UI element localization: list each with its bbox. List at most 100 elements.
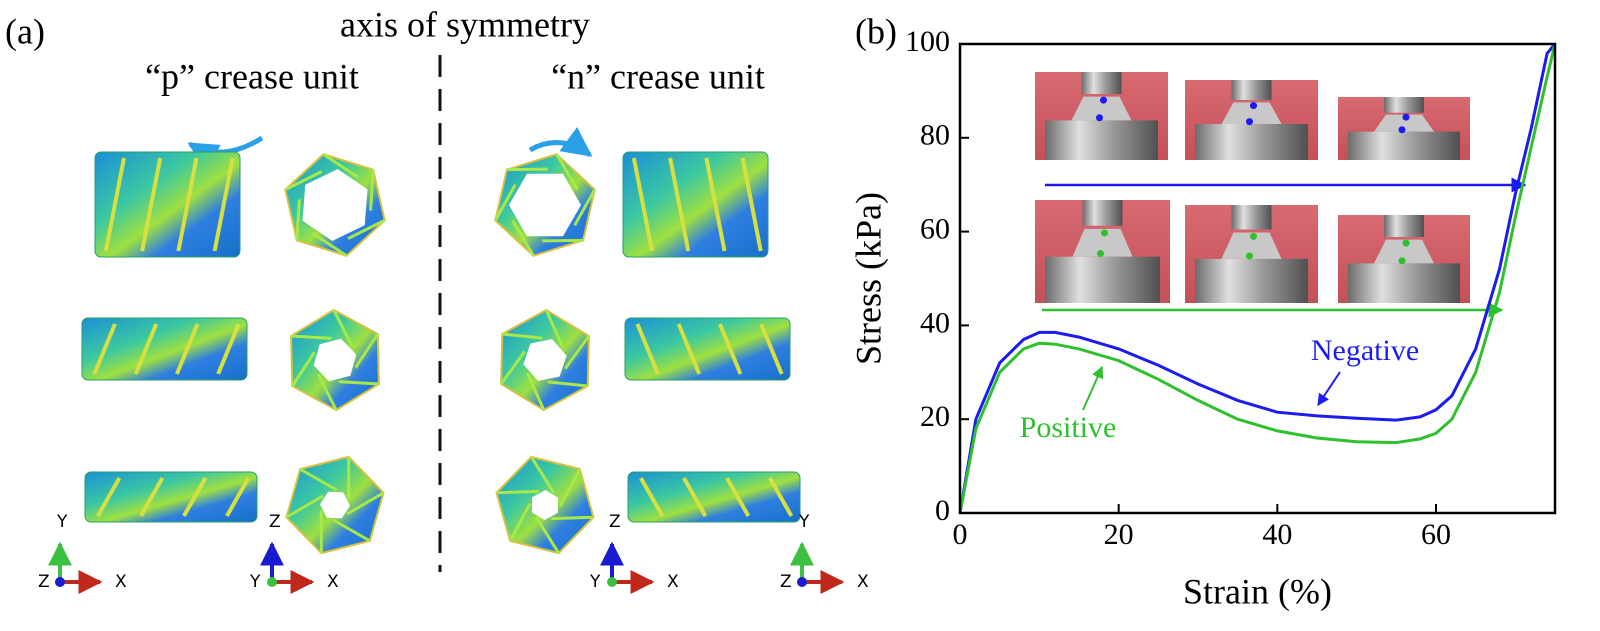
fea-crease (299, 467, 338, 492)
fea-crease (506, 167, 548, 172)
fea-crease (182, 477, 208, 517)
photo-sample (1221, 232, 1282, 259)
n-heading: “n” crease unit (551, 56, 765, 96)
fea-crease (725, 477, 751, 517)
marker-dot (1246, 118, 1253, 126)
fea-crease (704, 157, 727, 252)
fea-crease (573, 188, 596, 227)
y-tick-label: 80 (920, 119, 950, 152)
marker-dot (1246, 252, 1253, 260)
fea-crease (176, 157, 199, 252)
fea-crease (285, 494, 324, 519)
fea-crease (139, 477, 165, 517)
triad-origin (797, 577, 807, 587)
fea-crease (511, 219, 535, 257)
y-tick-label: 60 (920, 212, 950, 245)
fea-crease (558, 468, 582, 508)
fea-crease (639, 477, 665, 517)
marker-dot (1402, 239, 1410, 247)
triad-origin (267, 577, 277, 587)
photo-fixture (1384, 215, 1424, 237)
panel-label: (a) (5, 11, 45, 51)
fea-crease (502, 332, 543, 340)
p-heading: “p” crease unit (145, 56, 359, 96)
marker-dot (1100, 96, 1107, 104)
fea-side-view (622, 151, 769, 258)
fea-crease (347, 219, 386, 240)
fea-crease (534, 516, 560, 554)
series-label: Positive (1020, 411, 1117, 444)
fea-side-view (624, 317, 791, 381)
fea-crease (631, 157, 654, 252)
triad-origin (607, 577, 617, 587)
fea-crease (175, 323, 200, 375)
marker-dot (1097, 250, 1104, 258)
photo-fixture (1045, 120, 1158, 160)
fea-crease (542, 238, 584, 243)
triad-label: Y (56, 512, 68, 532)
fea-crease (316, 373, 338, 411)
photo-fixture (1081, 72, 1122, 94)
series-line (958, 43, 1557, 514)
marker-dot (1402, 113, 1410, 121)
marker-dot (1398, 126, 1406, 134)
photo-sample (1221, 102, 1282, 124)
fea-crease (530, 456, 556, 494)
marker-dot (1101, 229, 1108, 237)
fea-crease (369, 169, 375, 211)
fea-crease (96, 477, 122, 517)
photo-fixture (1348, 131, 1460, 160)
fea-crease (322, 153, 359, 179)
series-label: Negative (1311, 334, 1419, 367)
triad-label: X (857, 572, 869, 592)
plot-frame (958, 42, 1557, 515)
triad-label: Z (38, 572, 50, 592)
series-line (958, 43, 1557, 514)
marker-dot (1398, 257, 1406, 265)
photo-fixture (1082, 200, 1123, 226)
fea-crease (216, 323, 241, 375)
photo-fixture (1384, 97, 1424, 113)
fea-crease (212, 157, 235, 252)
fea-crease (564, 335, 591, 370)
fea-crease (332, 309, 354, 347)
fea-hole (523, 339, 567, 381)
marker-dot (1250, 102, 1257, 110)
fea-crease (332, 518, 371, 543)
label-arrow (1082, 365, 1104, 411)
marker-dot (1250, 232, 1257, 240)
photo-fixture (1231, 205, 1272, 230)
photo-fixture (1195, 124, 1308, 160)
rotation-arrow (187, 135, 264, 171)
photo-sample (1374, 114, 1434, 132)
fea-crease (311, 231, 348, 257)
fea-crease (682, 477, 708, 517)
fea-crease (740, 157, 763, 252)
fea-crease (354, 333, 379, 369)
triad-label: Z (780, 572, 792, 592)
panel-label: (b) (855, 11, 897, 51)
photo-sample (1071, 96, 1132, 121)
fea-crease (291, 334, 332, 340)
fea-hole (509, 173, 581, 237)
fea-crease (544, 309, 564, 348)
fea-crease (133, 323, 159, 375)
fea-crease (140, 157, 163, 252)
fea-crease (496, 489, 539, 495)
fea-crease (338, 380, 379, 386)
fea-hole (313, 338, 357, 382)
fea-crease (225, 477, 251, 517)
fea-crease (718, 323, 743, 375)
triad-origin (55, 577, 65, 587)
fea-crease (635, 323, 660, 375)
triad-label: X (667, 572, 679, 592)
triad-label: Z (609, 512, 621, 532)
fea-hole (302, 169, 368, 241)
x-tick-label: 40 (1262, 518, 1292, 551)
fea-crease (508, 502, 532, 542)
fea-crease (103, 157, 126, 252)
fea-crease (526, 372, 546, 411)
fea-hole (531, 490, 559, 520)
x-tick-label: 60 (1421, 518, 1451, 551)
